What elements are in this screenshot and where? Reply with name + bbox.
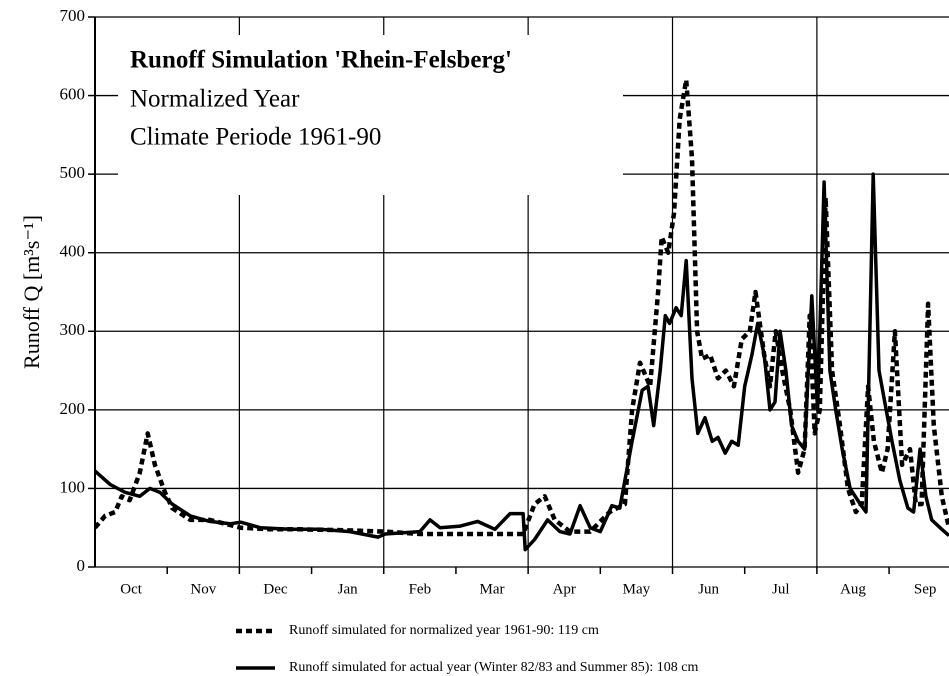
x-tick-label: Apr [553,581,576,597]
x-tick-label: Feb [409,581,432,597]
x-tick-label: Jul [772,581,790,597]
legend-label: Runoff simulated for actual year (Winter… [289,660,698,675]
y-tick-label: 100 [60,477,86,496]
x-tick-label: Jun [698,581,719,597]
y-tick-label: 700 [60,6,86,25]
y-tick-label: 600 [60,84,86,103]
legend-label: Runoff simulated for normalized year 196… [289,623,599,638]
x-tick-label: Dec [263,581,287,597]
plot [95,77,949,552]
x-tick-label: Oct [120,581,142,597]
y-axis-label: Runoff Q [m³s⁻¹] [19,215,44,369]
y-tick-label: 300 [60,320,86,339]
chart-title: Runoff Simulation 'Rhein-Felsberg' [130,47,512,74]
legend: Runoff simulated for normalized year 196… [236,623,698,675]
x-tick-label: Mar [480,581,505,597]
x-tick-label: Sep [914,581,937,597]
title-box [118,35,623,195]
x-tick-label: Jan [338,581,358,597]
x-tick-label: May [623,581,651,597]
grid: 0 100 200 300 400 500 600 700 Oct Nov Dec Jan Feb Mar… [60,6,949,597]
x-tick-label: Aug [840,581,866,597]
subtitle: Normalized Year [130,86,300,113]
y-tick-label: 500 [60,163,86,182]
y-tick-label: 200 [60,399,86,418]
y-tick-label: 0 [77,556,86,575]
subtitle: Climate Periode 1961-90 [130,124,381,151]
x-tick-label: Nov [190,581,216,597]
y-tick-label: 400 [60,242,86,261]
series-line [95,172,949,552]
series-line [95,77,949,537]
